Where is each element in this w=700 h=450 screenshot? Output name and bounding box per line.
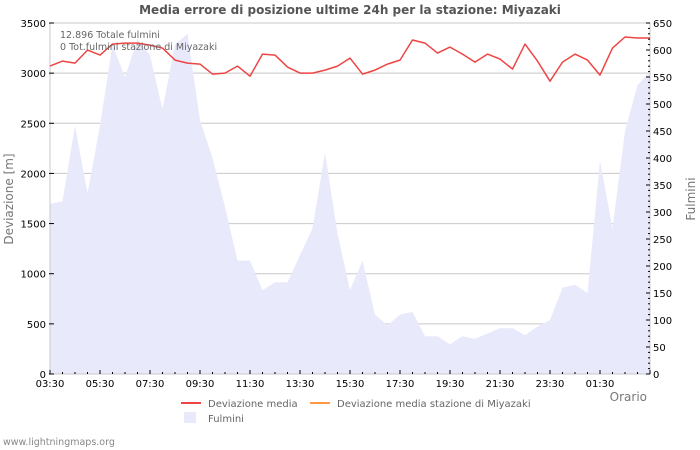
y-tick-label: 2500 <box>21 119 46 130</box>
y2-tick-label: 200 <box>653 262 672 273</box>
x-tick-label: 15:30 <box>336 379 365 390</box>
y2-tick-label: 350 <box>653 181 672 192</box>
legend-label-fulmini: Fulmini <box>208 414 244 425</box>
y2-tick-label: 300 <box>653 208 672 219</box>
y2-tick-label: 650 <box>653 19 672 30</box>
y2-tick-label: 600 <box>653 46 672 57</box>
y-tick-label: 3000 <box>21 69 46 80</box>
y2-tick-label: 50 <box>653 343 666 354</box>
x-tick-label: 19:30 <box>436 379 465 390</box>
total-strikes-annotation: 12.896 Totale fulmini <box>60 30 160 41</box>
y2-tick-label: 500 <box>653 100 672 111</box>
y-tick-label: 3500 <box>21 19 46 30</box>
legend-label-deviazione-stazione: Deviazione media stazione di Miyazaki <box>337 399 531 410</box>
x-tick-label: 13:30 <box>286 379 315 390</box>
y2-tick-label: 450 <box>653 127 672 138</box>
y2-tick-label: 250 <box>653 235 672 246</box>
legend-swatch-fulmini <box>184 412 196 423</box>
x-tick-label: 01:30 <box>586 379 615 390</box>
y-tick-label: 500 <box>27 320 46 331</box>
y2-tick-label: 550 <box>653 73 672 84</box>
y-tick-label: 0 <box>40 370 46 381</box>
y-tick-label: 1500 <box>21 220 46 231</box>
x-tick-label: 05:30 <box>86 379 115 390</box>
chart-title: Media errore di posizione ultime 24h per… <box>139 3 561 17</box>
deviazione-media-line <box>49 36 650 82</box>
footer-link[interactable]: www.lightningmaps.org <box>3 437 115 448</box>
x-tick-label: 23:30 <box>536 379 565 390</box>
y-tick-label: 2000 <box>21 169 46 180</box>
y-tick-label: 1000 <box>21 270 46 281</box>
x-tick-label: 09:30 <box>186 379 215 390</box>
left-y-axis: 0 500 1000 1500 2000 2500 3000 3500 <box>21 19 54 381</box>
station-strikes-annotation: 0 Tot.fulmini stazione di Miyazaki <box>60 42 217 53</box>
x-tick-label: 07:30 <box>136 379 165 390</box>
x-tick-label: 11:30 <box>236 379 265 390</box>
legend-label-deviazione-media: Deviazione media <box>208 399 298 410</box>
y-axis-label: Deviazione [m] <box>2 153 16 244</box>
fulmini-area <box>50 33 650 375</box>
y2-tick-label: 150 <box>653 289 672 300</box>
y2-tick-label: 400 <box>653 154 672 165</box>
y2-axis-label: Fulmini <box>684 177 698 220</box>
x-tick-label: 03:30 <box>36 379 65 390</box>
legend: Deviazione media Deviazione media stazio… <box>181 399 531 425</box>
x-tick-label: 21:30 <box>486 379 515 390</box>
deviazione-media-polyline <box>49 36 650 82</box>
right-y-axis: 0 50 100 150 200 250 300 350 400 450 500 550 600 650 <box>646 19 672 381</box>
x-axis-label: Orario <box>610 390 647 404</box>
x-tick-label: 17:30 <box>386 379 415 390</box>
y2-tick-label: 100 <box>653 316 672 327</box>
y2-tick-label: 0 <box>653 370 659 381</box>
fulmini-area-path <box>50 33 650 375</box>
x-axis: 03:30 05:30 07:30 09:30 11:30 13:30 15:30 17:30… <box>36 370 651 390</box>
